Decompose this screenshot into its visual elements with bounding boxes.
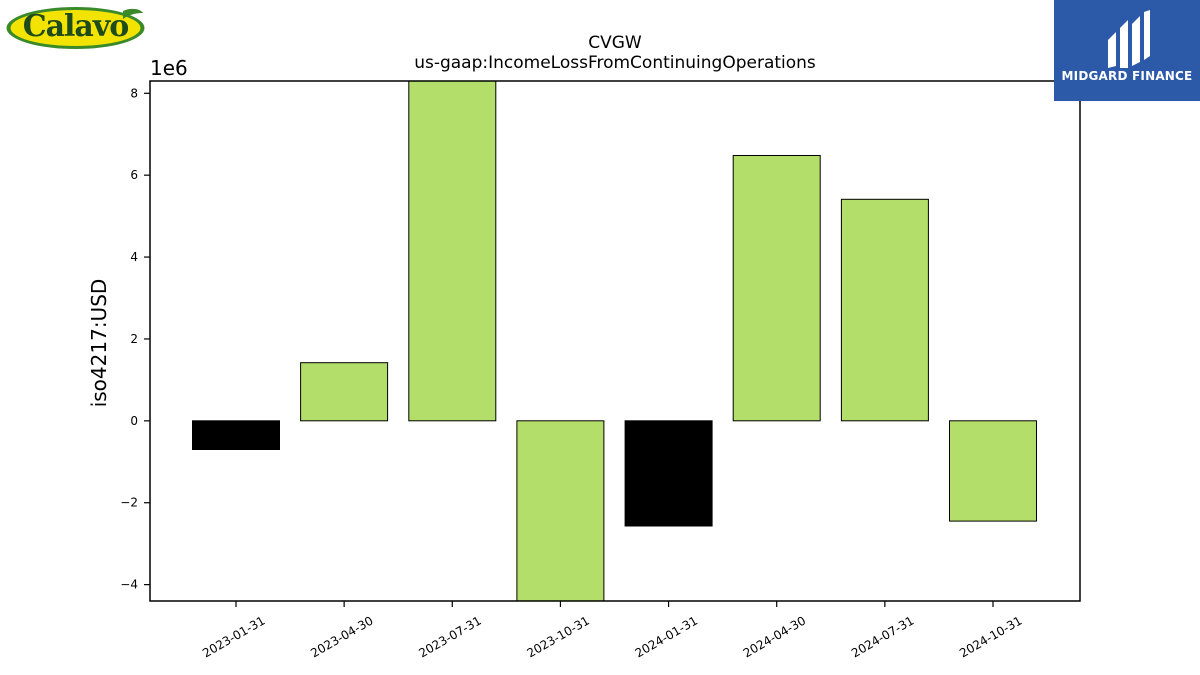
calavo-logo: Calavo [5, 5, 146, 51]
bar-2023-10-31 [516, 420, 605, 602]
y-axis-label: iso4217:USD [87, 279, 111, 408]
calavo-logo-text: Calavo [22, 9, 130, 44]
bars-layer [192, 80, 1037, 602]
bar-2024-07-31 [840, 198, 929, 422]
x-tick-label: 2023-04-30 [308, 613, 375, 660]
x-tick-label: 2024-01-31 [633, 613, 700, 660]
x-tick-label: 2023-01-31 [200, 613, 267, 660]
midgard-emblem-icon [1108, 10, 1150, 68]
bar-2024-04-30 [732, 155, 821, 422]
y-scale-label: 1e6 [150, 56, 188, 80]
chart-subtitle: us-gaap:IncomeLossFromContinuingOperatio… [414, 53, 816, 73]
midgard-logo: MIDGARD FINANCE [1054, 0, 1200, 101]
y-tick-label: 8 [130, 86, 138, 100]
bar-2023-01-31 [192, 420, 280, 450]
x-tick-label: 2024-07-31 [849, 613, 916, 660]
bar-2024-10-31 [949, 420, 1037, 522]
chart-title: CVGW [588, 33, 642, 53]
calavo-logo-shape [6, 7, 145, 49]
y-tick-label: −4 [120, 578, 138, 592]
x-tick-label: 2024-10-31 [957, 613, 1024, 660]
x-tick-label: 2023-10-31 [525, 613, 592, 660]
bar-2023-07-31 [408, 80, 497, 422]
y-tick-label: 6 [130, 168, 138, 182]
x-tick-label: 2023-07-31 [416, 613, 483, 660]
leaf-icon [123, 8, 143, 19]
midgard-logo-text: MIDGARD FINANCE [1061, 69, 1193, 83]
y-tick-label: 0 [130, 414, 138, 428]
y-tick-label: 4 [130, 250, 138, 264]
bar-2023-04-30 [300, 362, 389, 422]
x-tick-label: 2024-04-30 [741, 613, 808, 660]
bar-2024-01-31 [624, 420, 713, 527]
y-tick-label: −2 [120, 496, 138, 510]
plot-frame [149, 80, 1081, 602]
y-tick-label: 2 [130, 332, 138, 346]
